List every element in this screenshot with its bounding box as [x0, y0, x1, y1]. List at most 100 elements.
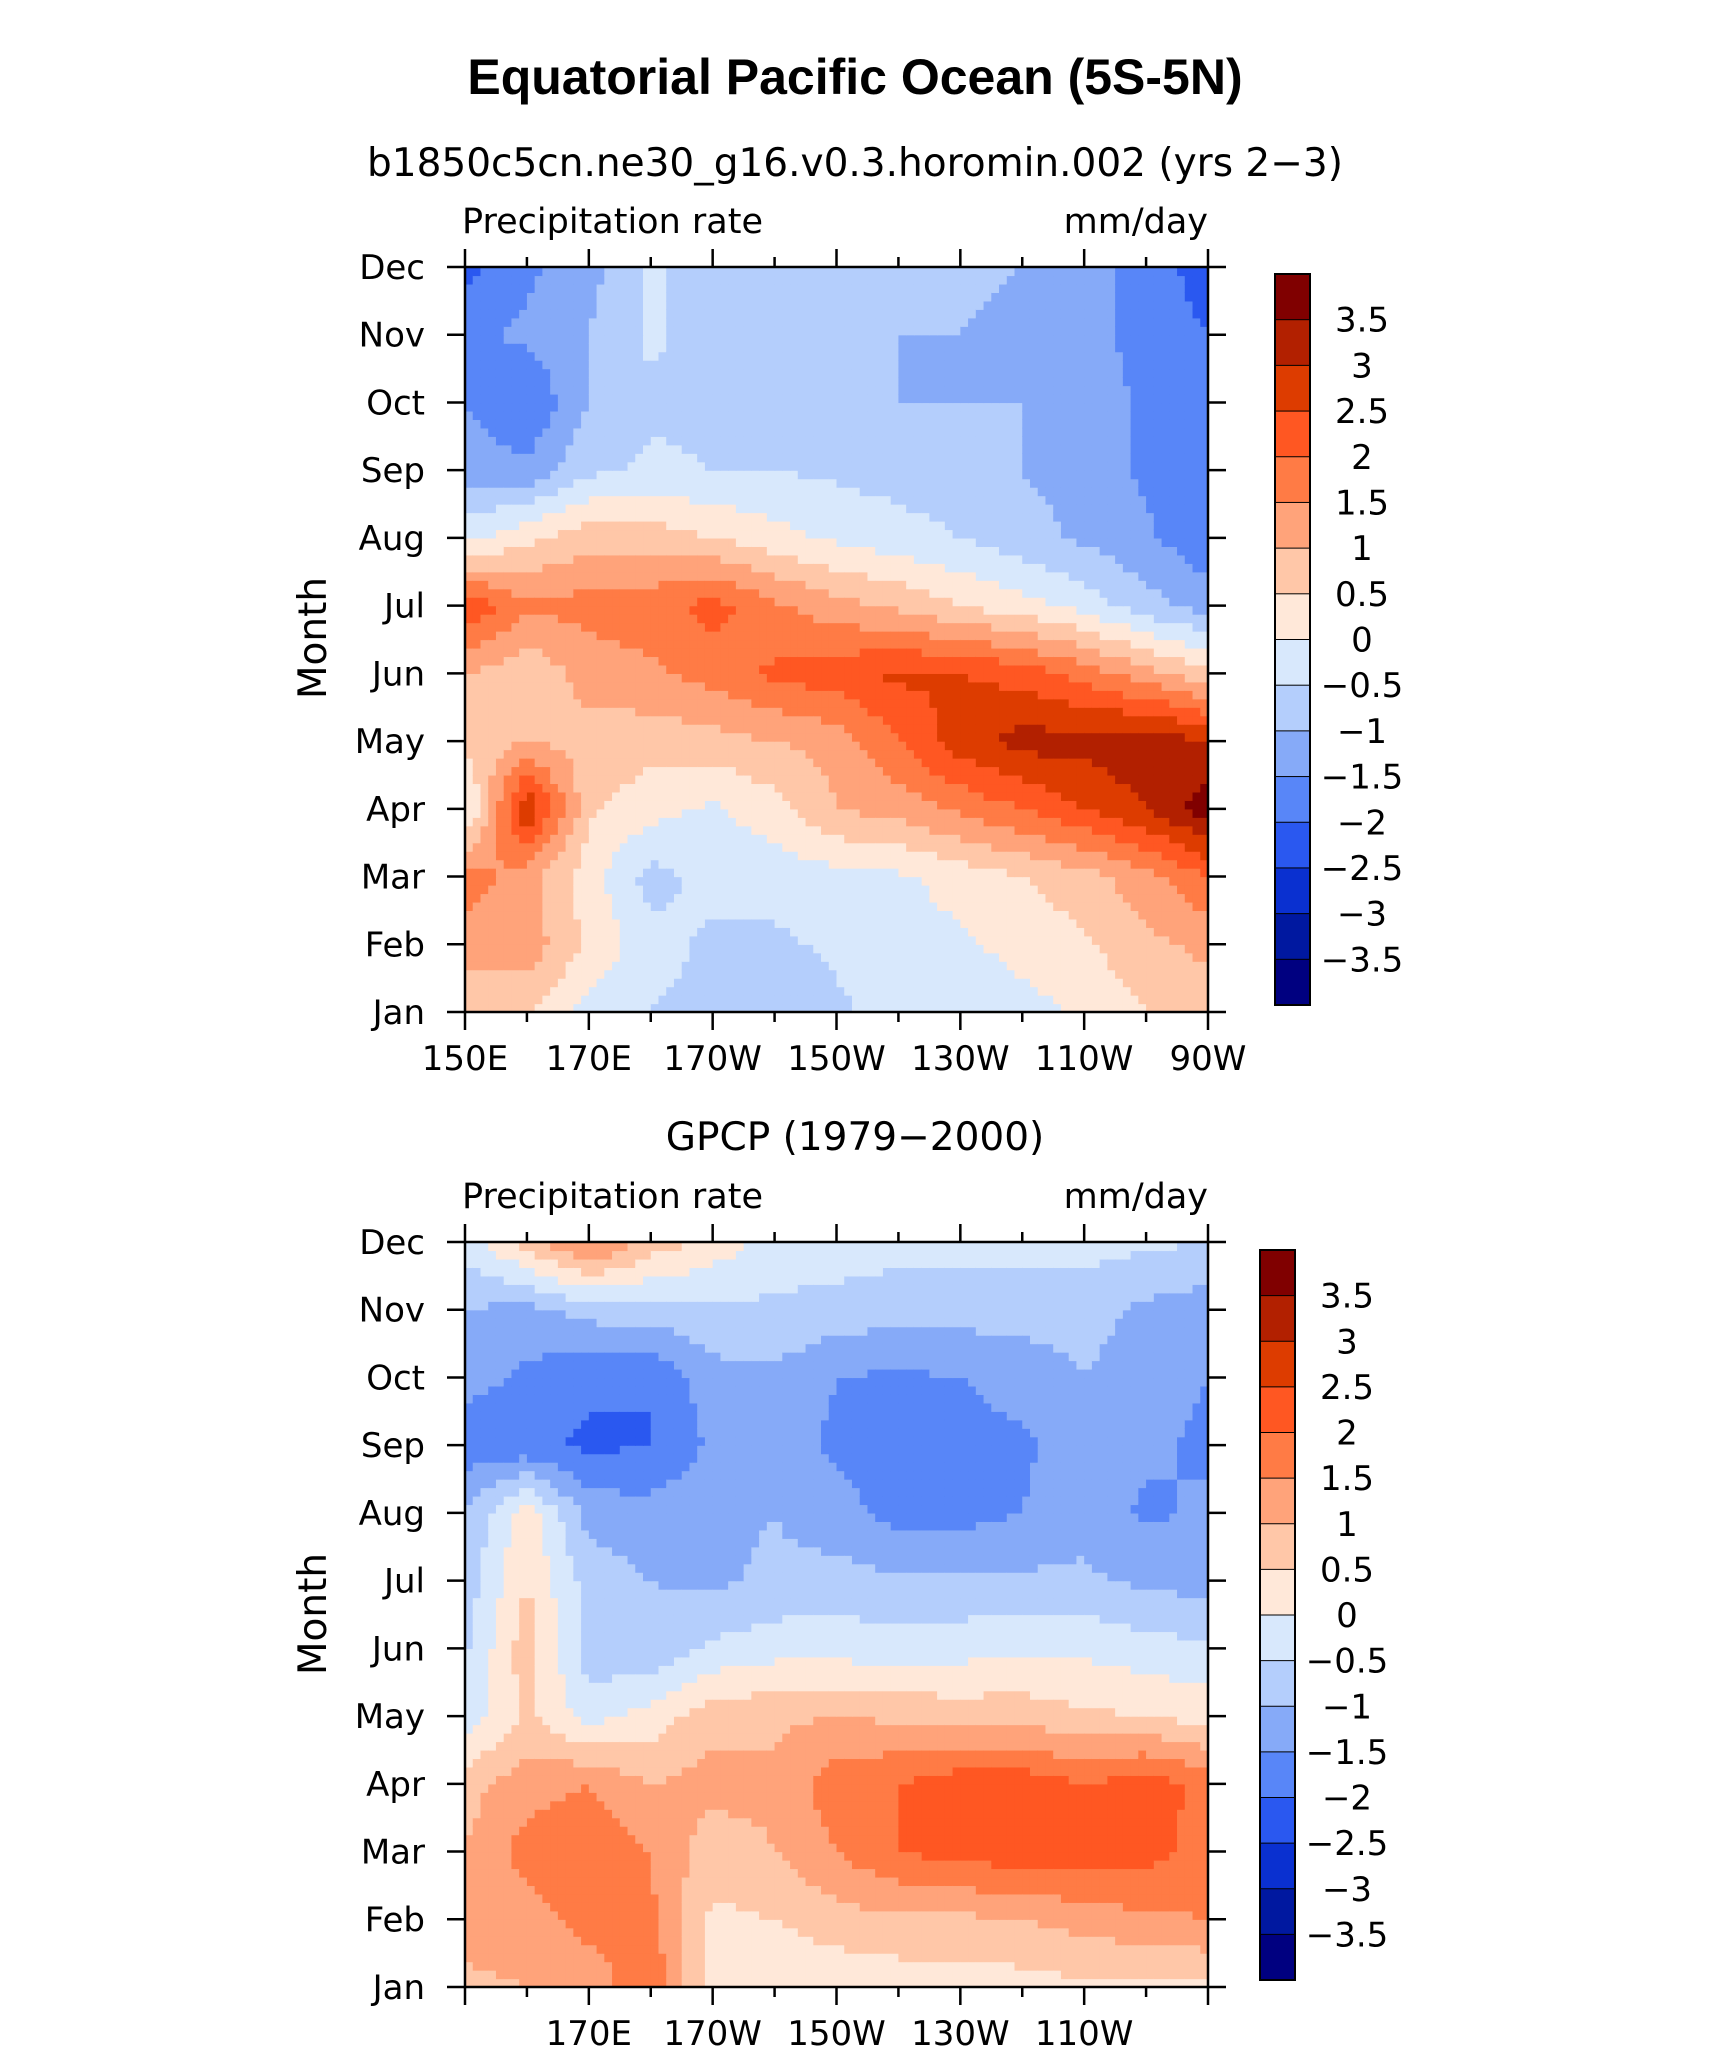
field-cell	[1022, 741, 1031, 751]
field-cell	[581, 969, 590, 979]
field-cell	[557, 614, 567, 624]
field-cell	[472, 766, 482, 776]
field-cell	[782, 885, 791, 895]
field-cell	[503, 681, 513, 691]
field-cell	[836, 664, 845, 674]
field-cell	[898, 631, 907, 641]
field-cell	[542, 614, 551, 624]
field-cell	[1091, 749, 1101, 759]
field-cell	[937, 800, 946, 810]
field-cell	[681, 698, 691, 708]
field-cell	[1130, 758, 1139, 768]
field-cell	[650, 537, 660, 547]
field-cell	[588, 622, 598, 632]
field-cell	[588, 614, 598, 624]
field-cell	[1115, 791, 1124, 801]
field-cell	[519, 834, 528, 844]
field-cell	[766, 707, 776, 717]
field-cell	[906, 918, 915, 928]
field-cell	[604, 563, 613, 573]
field-cell	[472, 774, 482, 785]
field-cell	[673, 927, 683, 937]
field-cell	[944, 783, 954, 793]
field-cell	[1192, 732, 1201, 742]
field-cell	[960, 978, 969, 988]
field-cell	[1099, 681, 1108, 691]
field-cell	[635, 707, 644, 717]
field-cell	[991, 758, 1000, 768]
field-cell	[681, 681, 691, 691]
field-cell	[859, 851, 869, 861]
field-cell	[983, 986, 992, 996]
field-cell	[898, 656, 907, 666]
field-cell	[937, 673, 946, 683]
field-cell	[720, 893, 729, 903]
field-cell	[673, 851, 683, 861]
field-cell	[619, 842, 629, 852]
field-cell	[612, 631, 621, 641]
field-cell	[999, 698, 1008, 708]
field-cell	[565, 588, 574, 598]
field-cell	[890, 732, 900, 742]
field-cell	[511, 969, 520, 979]
field-cell	[1146, 808, 1155, 818]
field-cell	[627, 707, 636, 717]
field-cell	[1037, 647, 1047, 658]
field-cell	[573, 986, 582, 996]
field-cell	[480, 664, 489, 674]
field-cell	[813, 758, 822, 768]
field-cell	[960, 995, 969, 1005]
field-cell	[991, 690, 1000, 700]
field-cell	[581, 580, 590, 590]
field-cell	[960, 715, 969, 725]
field-cell	[937, 808, 946, 818]
field-cell	[1146, 639, 1155, 649]
field-cell	[743, 774, 752, 785]
field-cell	[999, 868, 1008, 878]
field-cell	[604, 986, 613, 996]
field-cell	[1192, 681, 1201, 691]
field-cell	[503, 631, 513, 641]
field-cell	[782, 868, 791, 878]
field-cell	[1022, 791, 1031, 801]
field-cell	[519, 868, 528, 878]
field-cell	[859, 944, 869, 954]
field-cell	[1053, 876, 1062, 886]
field-cell	[1138, 774, 1147, 785]
field-cell	[743, 969, 752, 979]
field-cell	[875, 1003, 884, 1013]
field-cell	[588, 969, 598, 979]
field-cell	[557, 851, 567, 861]
field-cell	[1138, 969, 1147, 979]
field-cell	[1060, 961, 1070, 971]
field-cell	[1115, 698, 1124, 708]
field-cell	[1192, 724, 1201, 734]
field-cell	[1084, 690, 1093, 700]
field-cell	[511, 766, 520, 776]
field-cell	[1029, 842, 1039, 852]
field-cell	[1115, 859, 1124, 869]
field-cell	[960, 817, 969, 827]
field-cell	[813, 986, 822, 996]
field-cell	[983, 664, 992, 674]
field-cell	[573, 741, 582, 751]
field-cell	[604, 868, 613, 878]
field-cell	[844, 935, 853, 945]
field-cell	[704, 978, 714, 988]
field-cell	[836, 986, 845, 996]
field-cell	[495, 952, 505, 962]
field-cell	[851, 851, 861, 861]
field-cell	[921, 952, 930, 962]
field-cell	[581, 885, 590, 895]
field-cell	[735, 698, 745, 708]
field-cell	[844, 715, 853, 725]
field-cell	[697, 554, 706, 564]
field-cell	[1029, 698, 1039, 708]
field-cell	[828, 715, 838, 725]
field-cell	[1076, 681, 1085, 691]
field-cell	[650, 952, 660, 962]
field-cell	[643, 537, 652, 547]
field-cell	[1045, 808, 1054, 818]
field-cell	[1060, 800, 1070, 810]
field-cell	[1107, 978, 1116, 988]
